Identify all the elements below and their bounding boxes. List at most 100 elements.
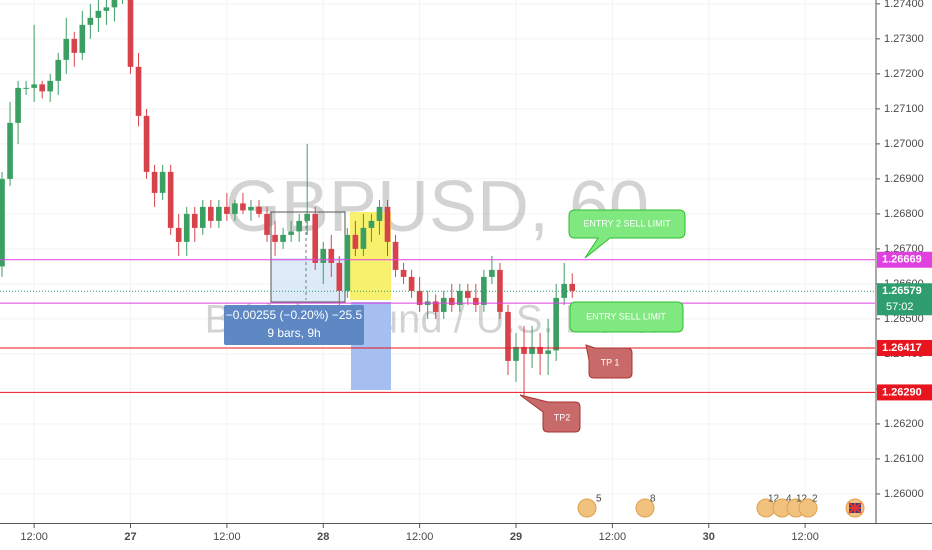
candle-body [55, 59, 62, 81]
level-label: 1.26669 [882, 254, 922, 266]
candle-body [47, 80, 54, 92]
event-icon[interactable] [635, 498, 655, 518]
candle-body [489, 269, 495, 277]
candle-body [103, 7, 110, 11]
candle-body [264, 213, 270, 235]
last-price-label: 1.26579 [882, 285, 922, 297]
y-tick-label: 1.27000 [884, 138, 924, 150]
candle-body [537, 346, 543, 354]
candle-body [224, 206, 230, 214]
candle-body [79, 24, 86, 53]
event-count: 5 [596, 494, 602, 505]
candle-body [521, 346, 527, 354]
event-count: 12 [796, 494, 808, 505]
candle-body [127, 0, 134, 67]
levels [0, 259, 875, 393]
candle-body [167, 171, 174, 228]
y-tick-label: 1.27100 [884, 103, 924, 115]
x-tick-label: 12:00 [20, 531, 48, 543]
y-tick-label: 1.26000 [884, 488, 924, 500]
y-tick-label: 1.26900 [884, 173, 924, 185]
candle-body [296, 220, 302, 232]
level-label-bg [877, 384, 932, 401]
candle-body [368, 220, 375, 228]
callout [519, 394, 581, 433]
candle-body [15, 87, 21, 123]
candle-body [232, 203, 238, 214]
candle-body [71, 38, 78, 53]
level-label: 1.26417 [882, 342, 922, 354]
measure-text: 9 bars, 9h [267, 326, 320, 340]
candle-body [376, 206, 383, 221]
last-price-bg [877, 283, 932, 316]
event-icon[interactable] [798, 498, 818, 518]
candle-body [440, 297, 447, 312]
candle-body [328, 248, 335, 263]
candle-body [408, 276, 415, 291]
candle-body [111, 0, 118, 8]
candle-body [465, 290, 471, 298]
level-label-bg [877, 339, 932, 356]
candle-body [7, 122, 13, 179]
y-tick-label: 1.27400 [884, 0, 924, 10]
candle-body [208, 206, 214, 221]
candle-body [392, 241, 399, 270]
candle-body [569, 283, 576, 291]
candle-body [95, 10, 102, 18]
y-tick-label: 1.26200 [884, 418, 924, 430]
flag [848, 502, 862, 514]
x-tick-label: 12:00 [213, 531, 241, 543]
candle-body [352, 234, 359, 249]
candle-body [288, 231, 294, 235]
x-tick-label: 12:00 [791, 531, 819, 543]
level-label: 1.26290 [882, 386, 922, 398]
event-count: 2 [812, 494, 818, 505]
x-tick-label: 27 [124, 531, 136, 543]
price-axis [876, 0, 932, 550]
callout-text: TP2 [554, 412, 571, 422]
callout [568, 209, 686, 259]
candle-body [0, 178, 5, 267]
candle-body [513, 346, 519, 361]
candle-body [159, 171, 166, 193]
candle-body [135, 66, 142, 116]
events: 5 8 12 4 12 2 [577, 494, 865, 518]
candle-body [151, 171, 158, 193]
candle-body [545, 350, 551, 354]
candle-body [432, 301, 439, 312]
event-count: 4 [786, 494, 792, 505]
candle-body [416, 290, 423, 305]
callout [585, 344, 633, 379]
candle-body [448, 297, 455, 305]
y-tick-label: 1.27200 [884, 68, 924, 80]
candle-body [31, 84, 37, 88]
candle-body [256, 206, 262, 214]
candle-body [272, 234, 278, 242]
candle-body [240, 203, 246, 211]
candle-body [63, 38, 70, 60]
callout-text: ENTRY 2 SELL LIMIT [583, 218, 671, 228]
candle-body [199, 206, 206, 228]
candle-body [39, 84, 45, 92]
candle-body [505, 311, 511, 361]
countdown: 57:02 [886, 301, 914, 313]
candle-body [456, 290, 463, 305]
x-tick-label: 12:00 [406, 531, 434, 543]
candle-body [312, 213, 319, 263]
candle-body [529, 346, 535, 354]
candle-body [304, 213, 311, 221]
y-tick-label: 1.27300 [884, 33, 924, 45]
level-label-bg [877, 251, 932, 268]
x-tick-label: 28 [317, 531, 329, 543]
callout-text: TP 1 [601, 357, 620, 367]
candle-body [248, 206, 254, 211]
y-tick-label: 1.26500 [884, 313, 924, 325]
y-tick-label: 1.26100 [884, 453, 924, 465]
candle-body [216, 206, 222, 221]
y-tick-label: 1.26800 [884, 208, 924, 220]
candle-body [336, 262, 343, 291]
candle-body [143, 115, 150, 172]
event-icon[interactable] [577, 498, 597, 518]
